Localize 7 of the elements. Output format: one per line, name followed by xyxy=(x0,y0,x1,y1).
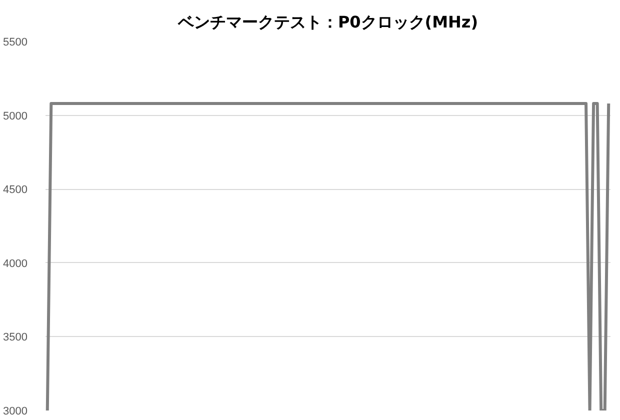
chart-title: ベンチマークテスト：P0クロック(MHz) xyxy=(176,12,478,32)
y-tick-label: 5500 xyxy=(3,36,28,48)
y-tick-label: 4000 xyxy=(3,258,28,270)
y-tick-label: 5000 xyxy=(3,110,28,122)
y-tick-label: 3000 xyxy=(3,406,28,418)
y-tick-label: 3500 xyxy=(3,332,28,344)
y-tick-label: 4500 xyxy=(3,184,28,196)
